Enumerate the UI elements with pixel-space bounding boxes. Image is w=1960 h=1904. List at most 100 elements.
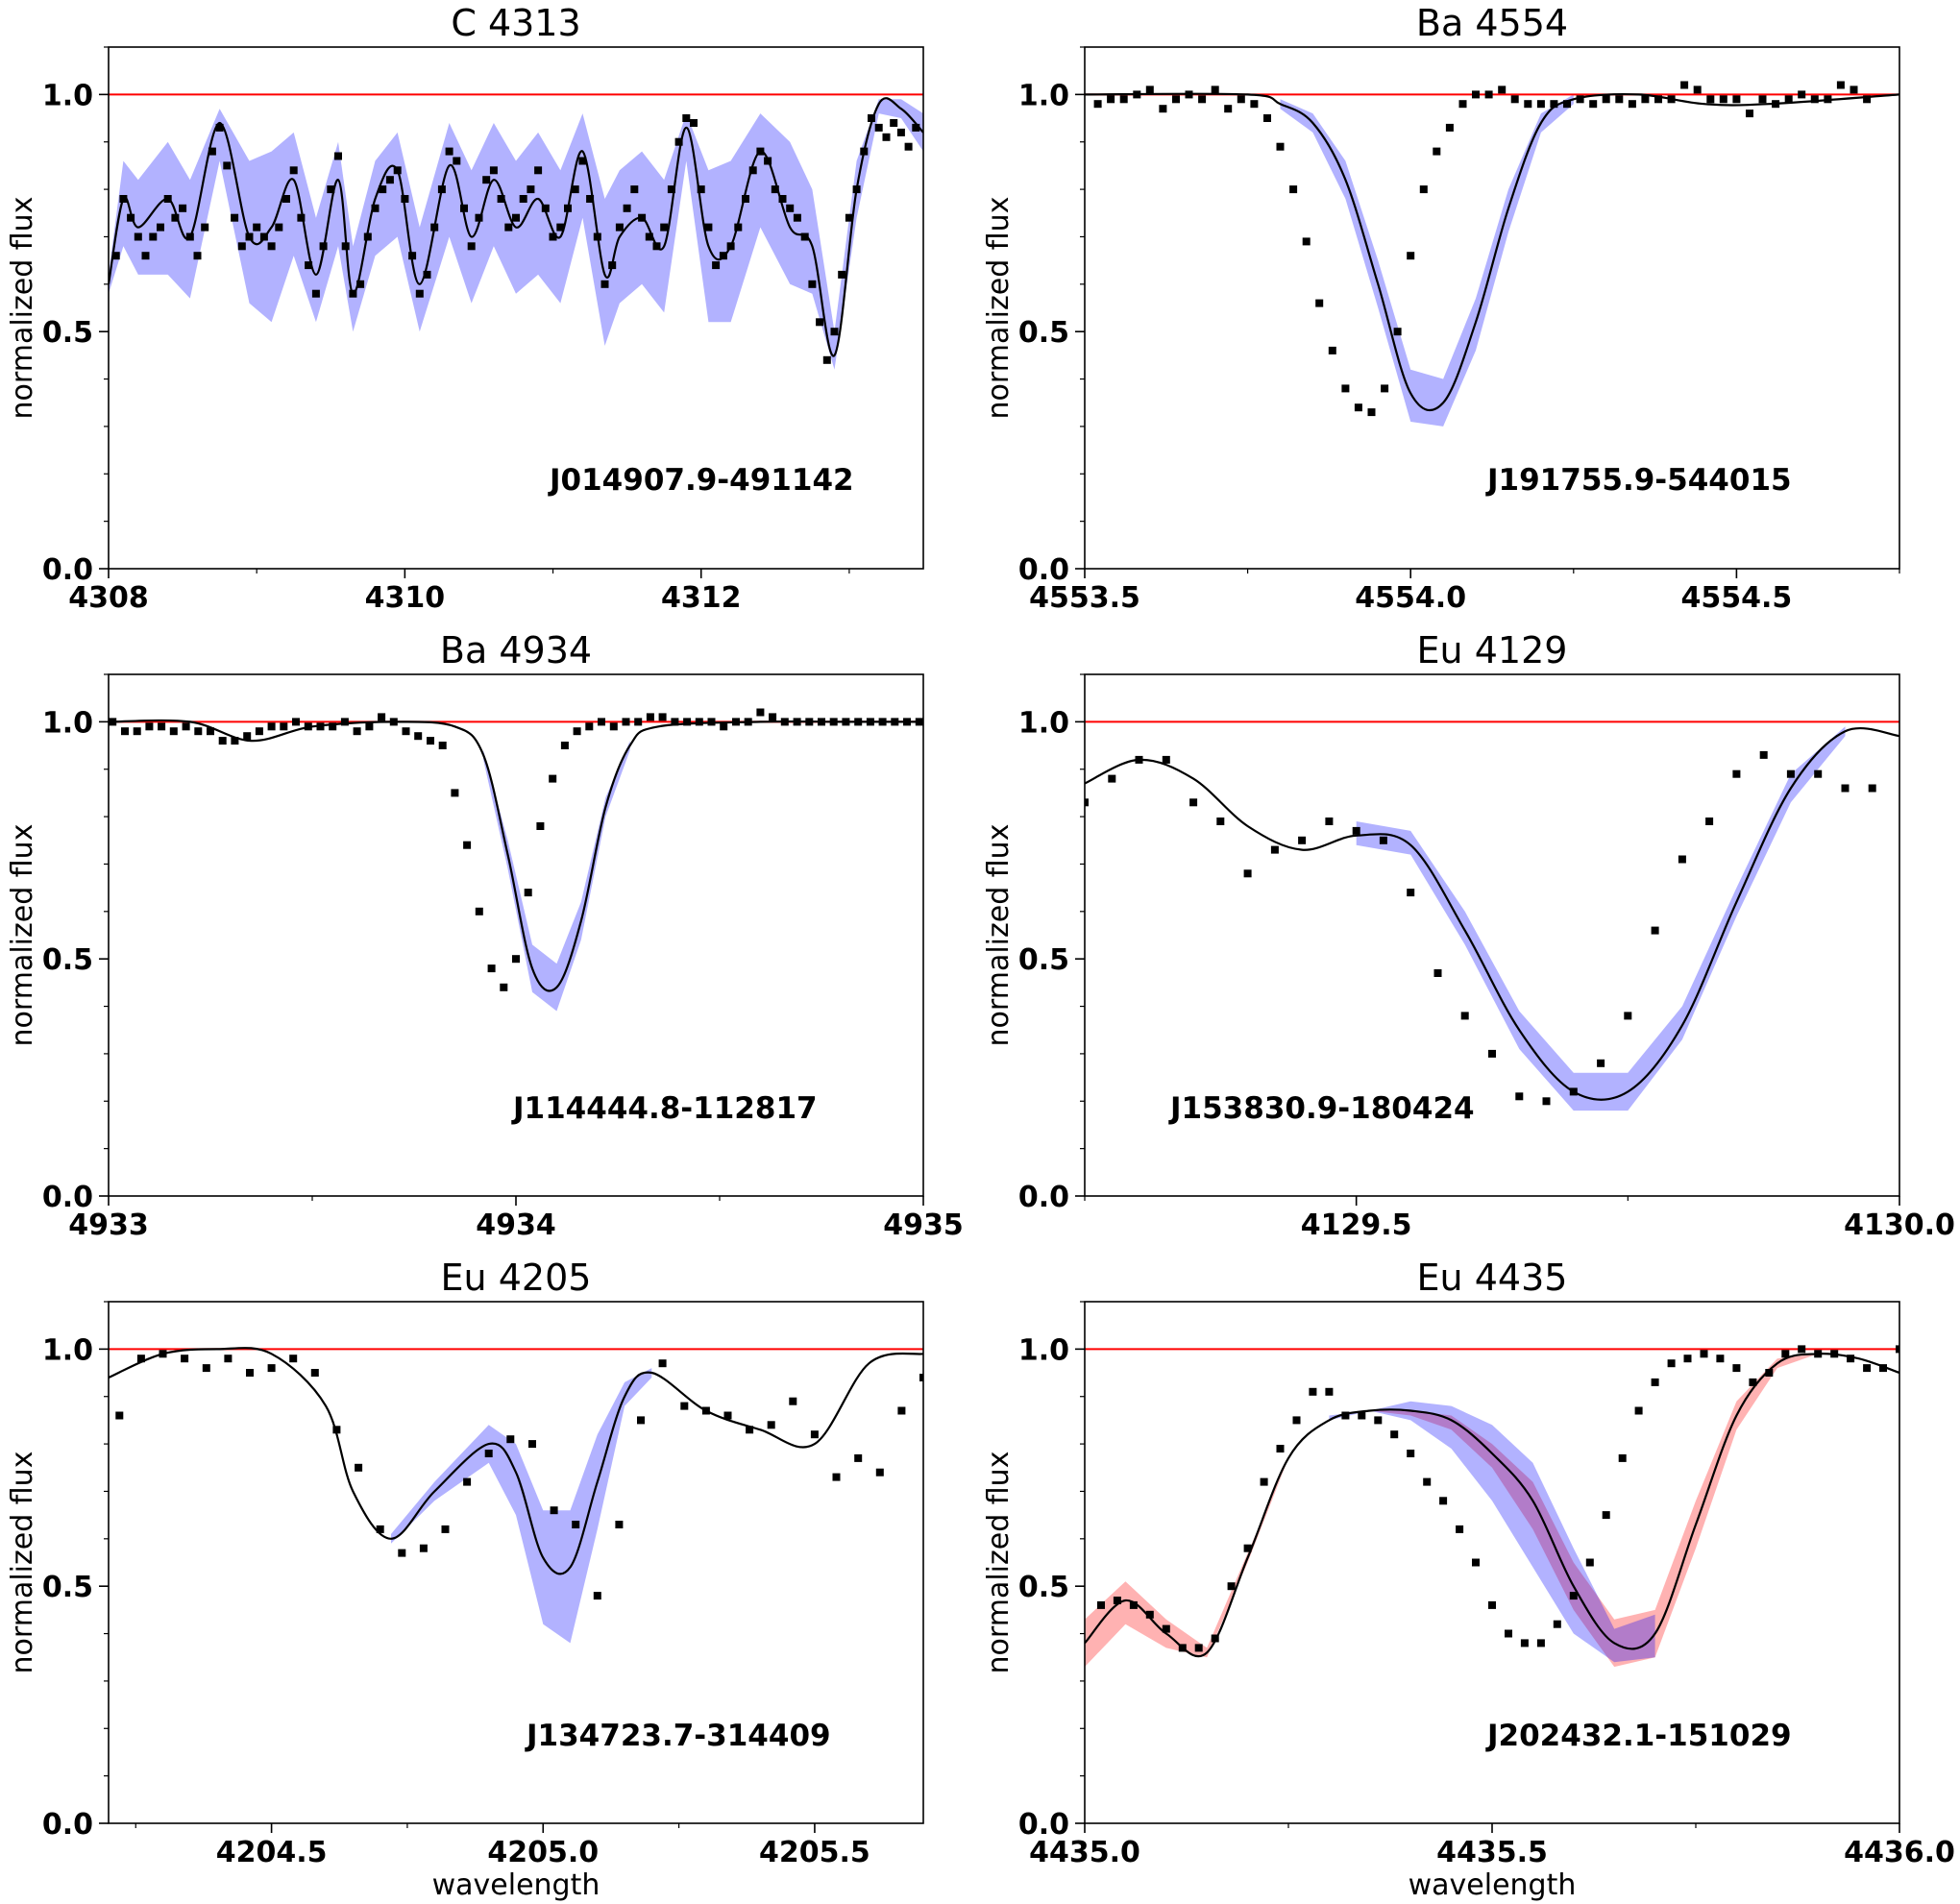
- data-point: [615, 1521, 624, 1528]
- y-axis-label: normalized flux: [982, 197, 1016, 420]
- data-point: [593, 1592, 601, 1600]
- x-tick-label: 4933: [68, 1208, 149, 1242]
- star-id-label: J191755.9-544015: [1485, 463, 1792, 498]
- data-point: [181, 1355, 189, 1363]
- data-point: [622, 718, 630, 726]
- data-point: [246, 1369, 254, 1377]
- data-point: [208, 147, 216, 156]
- data-point: [482, 176, 491, 184]
- data-point: [475, 907, 483, 915]
- data-point: [608, 261, 617, 270]
- data-point: [524, 889, 532, 897]
- data-point: [912, 123, 920, 132]
- data-point: [1276, 142, 1285, 151]
- y-tick-label: 0.5: [1018, 943, 1069, 977]
- data-point: [237, 242, 246, 251]
- panel-2: 0.0 0.5 1.0 4553.5 4554.0 4554.5 Ba 4554 normal…: [982, 2, 1900, 615]
- y-axis-label: normalized flux: [6, 824, 39, 1047]
- uncertainty-band-blue: [391, 1368, 652, 1644]
- data-point: [1108, 774, 1116, 783]
- data-point: [1260, 1477, 1268, 1486]
- data-point: [1651, 926, 1659, 935]
- panel-title: Ba 4554: [1416, 2, 1568, 44]
- x-axis-label: wavelength: [1409, 1868, 1577, 1902]
- data-point: [734, 223, 743, 232]
- x-tick-label: 4129.5: [1301, 1208, 1412, 1242]
- data-point: [223, 161, 232, 170]
- data-point: [1211, 85, 1219, 94]
- data-point: [726, 242, 735, 251]
- x-tick-label: 4554.5: [1681, 581, 1793, 615]
- data-point: [460, 204, 468, 212]
- data-point: [497, 195, 505, 203]
- data-point: [243, 732, 252, 741]
- panel-title: Eu 4435: [1417, 1257, 1568, 1299]
- data-point: [340, 718, 349, 726]
- data-point: [1113, 1597, 1121, 1604]
- data-point: [289, 1355, 298, 1363]
- data-point: [1439, 1497, 1448, 1505]
- data-point: [487, 964, 496, 973]
- data-point: [1641, 95, 1650, 104]
- data-point: [215, 123, 224, 132]
- panel-5: 0.0 0.5 1.0 4204.5 4205.0 4205.5 Eu 4205 normal…: [6, 1257, 924, 1902]
- data-point: [854, 718, 863, 726]
- data-point: [414, 732, 423, 741]
- data-point: [1628, 100, 1636, 109]
- data-point: [365, 722, 374, 731]
- data-point: [578, 157, 587, 165]
- data-point: [141, 252, 150, 260]
- x-tick-label: 4934: [476, 1208, 556, 1242]
- data-point: [341, 242, 350, 251]
- data-point: [441, 1525, 450, 1533]
- data-point: [259, 232, 268, 241]
- data-point: [1341, 1411, 1350, 1420]
- data-point: [1354, 403, 1362, 412]
- data-point: [571, 185, 579, 194]
- panel-1: 0.0 0.5 1.0 4308 4310 4312 C 4313 normalized fl…: [6, 2, 924, 615]
- data-point: [355, 1463, 363, 1472]
- star-id-label: J153830.9-180424: [1168, 1091, 1475, 1126]
- data-point: [171, 213, 180, 222]
- data-point: [744, 718, 752, 726]
- data-point: [1162, 755, 1170, 764]
- data-point: [652, 242, 661, 251]
- panel-title: Eu 4205: [441, 1257, 592, 1299]
- data-point: [860, 147, 869, 156]
- data-point: [1634, 1406, 1643, 1415]
- data-point: [504, 223, 513, 232]
- data-point: [159, 1350, 167, 1358]
- data-point: [756, 147, 765, 156]
- data-point: [1237, 95, 1245, 104]
- data-point: [1550, 100, 1558, 109]
- data-point: [866, 718, 874, 726]
- data-point: [267, 722, 276, 731]
- x-tick-label: 4553.5: [1029, 581, 1140, 615]
- data-point: [1576, 95, 1584, 104]
- data-point: [764, 157, 772, 165]
- data-point: [224, 1355, 233, 1363]
- model-line: [1085, 92, 1899, 412]
- data-point: [1250, 100, 1259, 109]
- data-point: [1419, 185, 1428, 194]
- data-point: [778, 195, 787, 203]
- data-point: [695, 718, 703, 726]
- data-point: [1325, 818, 1334, 825]
- data-point: [119, 195, 128, 203]
- data-point: [415, 289, 424, 298]
- data-point: [519, 195, 527, 203]
- axes-frame: [108, 1301, 924, 1824]
- model-line: [109, 1347, 923, 1575]
- data-point: [1484, 90, 1493, 99]
- data-point: [1732, 95, 1741, 104]
- star-id-label: J114444.8-112817: [511, 1091, 818, 1126]
- data-point: [919, 1374, 923, 1381]
- data-point: [1472, 90, 1480, 99]
- data-point: [115, 1411, 124, 1420]
- data-point: [179, 204, 187, 212]
- data-point: [667, 185, 675, 194]
- uncertainty-band-blue: [1356, 726, 1846, 1111]
- data-point: [363, 232, 372, 241]
- data-point: [1896, 1345, 1899, 1354]
- data-point: [1553, 1620, 1561, 1628]
